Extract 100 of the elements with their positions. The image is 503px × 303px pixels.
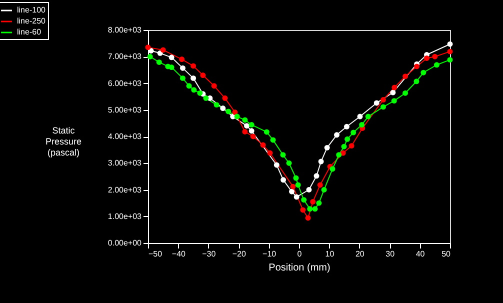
- point: [414, 78, 420, 84]
- point: [348, 143, 354, 149]
- point: [145, 44, 151, 50]
- x-tick-label: 20: [355, 250, 365, 258]
- point: [334, 132, 340, 138]
- point: [242, 117, 248, 123]
- y-tick-label: 3.00e+03: [108, 158, 142, 168]
- point: [300, 207, 306, 213]
- point: [330, 166, 336, 172]
- point: [392, 84, 398, 90]
- point: [305, 215, 311, 221]
- point: [324, 144, 330, 150]
- point: [447, 57, 453, 63]
- point: [391, 98, 397, 104]
- point: [280, 177, 286, 183]
- legend-label: line-100: [17, 6, 46, 14]
- point: [414, 64, 420, 70]
- y-tick-label: 7.00e+03: [108, 52, 142, 62]
- y-tick-label: 5.00e+03: [108, 105, 142, 114]
- x-tick-label: 0: [297, 250, 302, 258]
- x-tick-label: 30: [386, 250, 396, 258]
- point: [264, 129, 270, 135]
- point: [357, 114, 363, 120]
- point: [203, 95, 209, 101]
- point: [295, 182, 301, 188]
- x-tick-label: 50: [442, 250, 452, 258]
- y-tick-label: 6.00e+03: [108, 78, 142, 88]
- x-tick-label: 10: [325, 250, 335, 258]
- point: [312, 206, 318, 212]
- point: [232, 110, 238, 116]
- point: [321, 187, 327, 192]
- point: [307, 206, 313, 212]
- point: [374, 100, 380, 106]
- point: [447, 41, 453, 47]
- point: [294, 194, 300, 200]
- point: [402, 74, 408, 80]
- point: [310, 199, 316, 204]
- point: [234, 114, 240, 120]
- point: [211, 83, 217, 89]
- point: [147, 54, 153, 60]
- y-tick-label: 0.00e+00: [108, 238, 142, 248]
- point: [226, 108, 232, 114]
- point: [344, 136, 350, 142]
- legend-label: line-60: [17, 28, 42, 36]
- point: [447, 48, 453, 54]
- point: [341, 144, 347, 150]
- point: [156, 59, 162, 65]
- point: [344, 124, 350, 130]
- point: [390, 90, 396, 96]
- point: [420, 70, 426, 76]
- y-tick-label: 2.00e+03: [108, 185, 142, 194]
- point: [432, 54, 438, 60]
- point: [314, 173, 320, 179]
- point: [306, 187, 312, 192]
- point: [220, 106, 226, 112]
- point: [190, 75, 196, 81]
- point: [270, 137, 276, 143]
- point: [380, 97, 386, 102]
- x-tick-label: −40: [172, 250, 186, 258]
- point: [402, 90, 408, 96]
- point: [380, 104, 386, 110]
- point: [168, 54, 174, 60]
- point: [222, 95, 228, 101]
- point: [160, 47, 166, 53]
- y-axis-title: Static Pressure (pascal): [45, 126, 82, 158]
- point: [318, 158, 324, 164]
- point: [317, 182, 323, 188]
- x-tick-label: −20: [232, 250, 246, 258]
- x-axis-title: Position (mm): [268, 262, 330, 274]
- point: [191, 87, 197, 93]
- point: [286, 160, 292, 166]
- x-tick-label: 40: [416, 250, 426, 258]
- point: [365, 114, 371, 120]
- point: [301, 197, 307, 203]
- point: [424, 55, 430, 61]
- point: [359, 122, 365, 128]
- point: [267, 150, 273, 156]
- x-tick-label: −10: [262, 250, 277, 258]
- point: [186, 83, 192, 89]
- point: [336, 152, 342, 158]
- point: [180, 75, 186, 81]
- x-tick-label: −30: [202, 250, 216, 258]
- y-tick-label: 1.00e+03: [108, 212, 142, 221]
- x-tick-label: −50: [148, 250, 163, 258]
- point: [290, 184, 296, 190]
- point: [434, 62, 440, 68]
- point: [197, 90, 203, 96]
- point: [248, 128, 254, 134]
- point: [316, 200, 322, 206]
- point: [190, 63, 196, 69]
- point: [274, 162, 280, 168]
- point: [179, 56, 185, 62]
- point: [248, 122, 254, 128]
- point: [180, 65, 186, 71]
- point: [289, 188, 294, 194]
- point: [168, 64, 174, 70]
- point: [250, 134, 256, 140]
- point: [280, 152, 286, 158]
- point: [214, 102, 220, 108]
- point: [260, 142, 266, 148]
